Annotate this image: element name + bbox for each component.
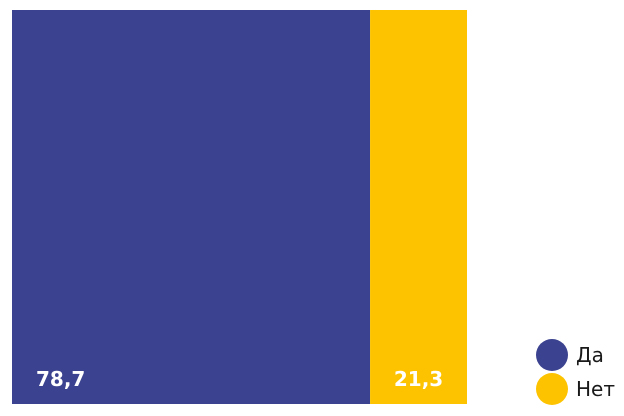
bar-segment-yes — [12, 10, 371, 404]
data-label-yes: 78,7 — [36, 367, 85, 391]
legend-swatch-no — [536, 373, 568, 405]
legend-label-no: Нет — [576, 377, 615, 401]
data-label-no: 21,3 — [394, 367, 443, 391]
bar-group — [12, 10, 467, 404]
bar-label-group: 78,7 21,3 — [36, 367, 443, 391]
bar-segment-no — [370, 10, 467, 404]
legend: Да Нет — [536, 339, 615, 405]
legend-swatch-yes — [536, 339, 568, 371]
legend-label-yes: Да — [576, 343, 604, 367]
